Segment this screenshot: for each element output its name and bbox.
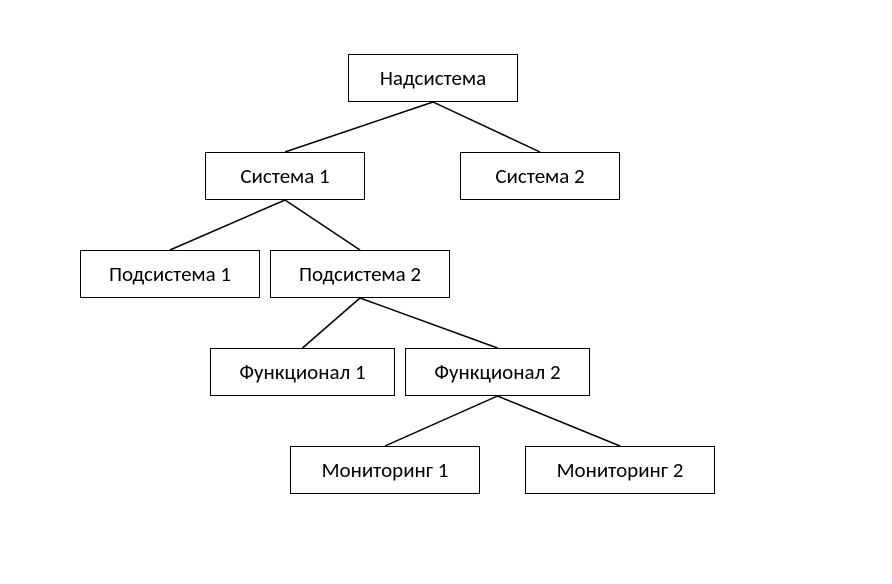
node-monitoring2: Мониторинг 2 <box>525 446 715 494</box>
node-label: Мониторинг 1 <box>322 457 449 483</box>
node-system2: Система 2 <box>460 152 620 200</box>
node-label: Надсистема <box>380 65 486 91</box>
node-label: Функционал 1 <box>239 359 365 385</box>
node-system1: Система 1 <box>205 152 365 200</box>
node-label: Подсистема 2 <box>299 261 421 287</box>
tree-edge <box>303 298 361 348</box>
node-monitoring1: Мониторинг 1 <box>290 446 480 494</box>
tree-edge <box>285 102 433 152</box>
node-supersystem: Надсистема <box>348 54 518 102</box>
tree-edge <box>433 102 540 152</box>
node-subsystem1: Подсистема 1 <box>80 250 260 298</box>
node-label: Система 2 <box>495 163 584 189</box>
node-functional1: Функционал 1 <box>210 348 395 396</box>
node-subsystem2: Подсистема 2 <box>270 250 450 298</box>
node-label: Мониторинг 2 <box>557 457 684 483</box>
tree-diagram-canvas: Надсистема Система 1 Система 2 Подсистем… <box>0 0 892 584</box>
node-label: Система 1 <box>240 163 329 189</box>
tree-edge <box>385 396 498 446</box>
node-label: Подсистема 1 <box>109 261 231 287</box>
tree-edge <box>285 200 360 250</box>
node-functional2: Функционал 2 <box>405 348 590 396</box>
tree-edge <box>360 298 498 348</box>
tree-edge <box>498 396 621 446</box>
node-label: Функционал 2 <box>434 359 560 385</box>
tree-edge <box>170 200 285 250</box>
